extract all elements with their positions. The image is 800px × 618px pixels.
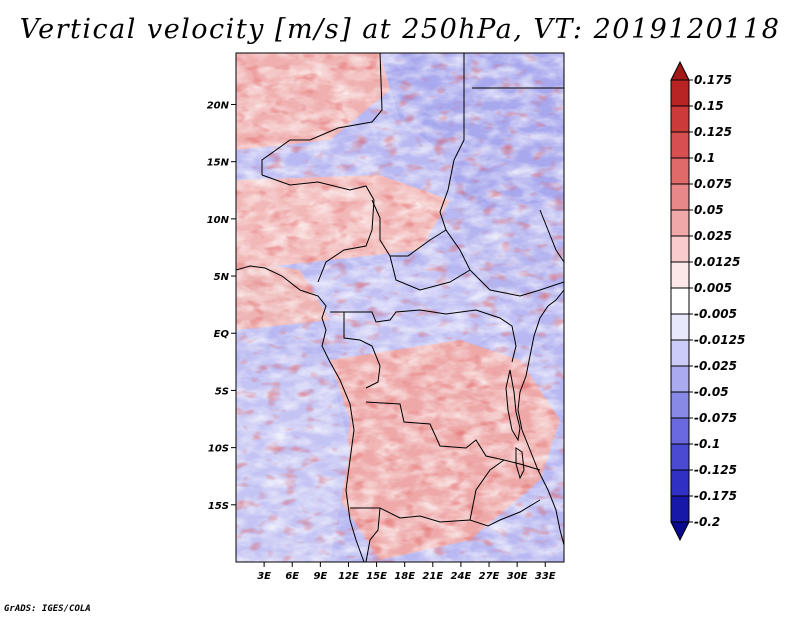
colorbar-label: 0.1 (694, 151, 715, 165)
border (365, 401, 505, 461)
border (350, 499, 541, 527)
colorbar-swatch (670, 495, 690, 523)
chart-title: Vertical velocity [m/s] at 250hPa, VT: 2… (19, 14, 781, 45)
border (330, 309, 517, 363)
colorbar-cap-top (670, 60, 690, 81)
colorbar-label: 0.0125 (694, 255, 740, 269)
colorbar-label: -0.1 (694, 437, 720, 451)
colorbar-swatch (670, 183, 690, 211)
colorbar-swatch (670, 443, 690, 471)
colorbar-swatch (670, 391, 690, 419)
velocity-field (236, 53, 564, 562)
border (371, 199, 447, 257)
x-tick-label: 9E (313, 571, 327, 582)
border (261, 53, 383, 175)
colorbar-label: 0.075 (694, 177, 732, 191)
x-tick-label: 3E (257, 571, 271, 582)
colorbar-label: 0.125 (694, 125, 732, 139)
y-tick-label: 10S (208, 444, 229, 455)
x-tick-label: 15E (366, 571, 387, 582)
colorbar-swatch (670, 339, 690, 367)
colorbar-swatch (670, 131, 690, 159)
y-axis: 20N 15N 10N 5N EQ 5S 10S 15S (207, 100, 236, 512)
y-tick-label: 10N (207, 215, 230, 226)
colorbar-label: 0.005 (694, 281, 732, 295)
colorbar-label: -0.075 (694, 411, 737, 425)
colorbar: 0.175 0.15 0.125 0.1 0.075 0.05 0.025 0.0125 0.0… (670, 60, 745, 542)
border (343, 312, 381, 389)
map-borders (236, 53, 564, 562)
chart-svg: 3E 6E 9E 12E 15E 18E 21E 24E 27E 30E 33E 20N 15N 10N… (207, 52, 745, 582)
colorbar-label: -0.025 (694, 359, 737, 373)
colorbar-label: -0.2 (694, 515, 720, 529)
colorbar-swatch (670, 209, 690, 237)
colorbar-label: 0.025 (694, 229, 732, 243)
x-tick-label: 27E (479, 571, 500, 582)
y-tick-label: 5S (215, 386, 229, 397)
colorbar-label: -0.005 (694, 307, 737, 321)
x-tick-label: 18E (394, 571, 415, 582)
plot-frame (235, 52, 565, 563)
y-tick-label: 15N (207, 158, 230, 169)
lake (515, 447, 525, 480)
colorbar-label: -0.125 (694, 463, 737, 477)
colorbar-label: -0.05 (694, 385, 729, 399)
colorbar-swatch (670, 287, 690, 315)
border (439, 53, 564, 297)
colorbar-swatch (670, 417, 690, 445)
colorbar-label: -0.175 (694, 489, 737, 503)
x-axis: 3E 6E 9E 12E 15E 18E 21E 24E 27E 30E 33E (257, 562, 556, 582)
y-tick-label: 5N (214, 272, 230, 283)
colorbar-label: 0.05 (694, 203, 724, 217)
x-tick-label: 30E (507, 571, 528, 582)
coastline-east (517, 289, 564, 546)
credit-label: GrADS: IGES/COLA (4, 604, 91, 614)
border (365, 507, 381, 562)
colorbar-swatch (670, 261, 690, 289)
lake (505, 369, 521, 442)
x-tick-label: 21E (422, 571, 443, 582)
y-tick-label: EQ (214, 329, 230, 340)
colorbar-swatch (670, 235, 690, 263)
colorbar-swatch (670, 469, 690, 497)
x-tick-label: 33E (535, 571, 556, 582)
border (539, 209, 564, 263)
coastline (236, 265, 365, 562)
colorbar-swatch (670, 365, 690, 393)
border (261, 174, 375, 283)
colorbar-swatch (670, 157, 690, 185)
colorbar-label: -0.0125 (694, 333, 745, 347)
x-tick-label: 24E (451, 571, 472, 582)
colorbar-cap-bottom (670, 521, 690, 542)
colorbar-swatch (670, 105, 690, 133)
colorbar-swatch (670, 313, 690, 341)
y-tick-label: 20N (207, 100, 230, 111)
x-tick-label: 6E (285, 571, 299, 582)
y-tick-label: 15S (208, 501, 229, 512)
border (389, 255, 471, 291)
x-tick-label: 12E (338, 571, 359, 582)
colorbar-label: 0.15 (694, 99, 724, 113)
colorbar-label: 0.175 (694, 73, 732, 87)
colorbar-swatch (670, 79, 690, 107)
